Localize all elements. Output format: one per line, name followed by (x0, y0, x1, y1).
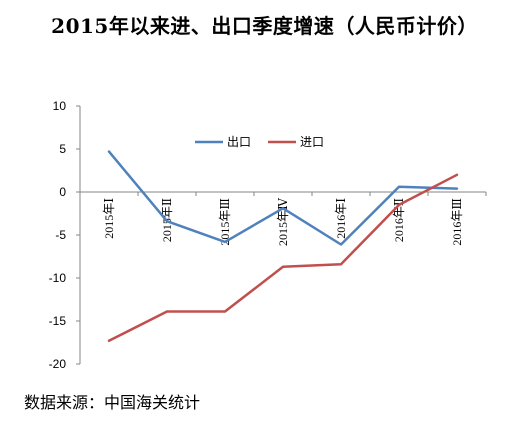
x-tick-label: 2015年Ⅰ (102, 198, 116, 239)
legend: 出口 进口 (195, 135, 324, 149)
legend-label: 出口 (227, 135, 251, 149)
y-tick-label: 5 (59, 142, 66, 156)
series-lines (107, 150, 459, 343)
legend-label: 进口 (300, 135, 324, 149)
x-tick-label: 2016年Ⅲ (450, 198, 464, 246)
chart-title: 2015年以来进、出口季度增速（人民币计价） (51, 14, 478, 38)
y-tick-label: -20 (49, 357, 67, 371)
x-tick-label: 2015年Ⅲ (218, 198, 232, 246)
y-tick-label: -15 (49, 314, 67, 328)
x-axis-ticks: 2015年Ⅰ 2015年Ⅱ 2015年Ⅲ 2015年Ⅳ 2016年Ⅰ 2016年Ⅱ 2016… (79, 192, 487, 246)
y-tick-label: 0 (59, 185, 66, 199)
y-tick-label: 10 (53, 99, 67, 113)
data-source-note: 数据来源：中国海关统计 (24, 393, 201, 412)
x-tick-label: 2016年Ⅰ (334, 198, 348, 239)
y-axis-ticks: 10 5 0 -5 -10 -15 -20 (49, 99, 80, 371)
x-tick-label: 2015年Ⅳ (276, 197, 290, 246)
y-tick-label: -5 (55, 228, 66, 242)
y-tick-label: -10 (49, 271, 67, 285)
